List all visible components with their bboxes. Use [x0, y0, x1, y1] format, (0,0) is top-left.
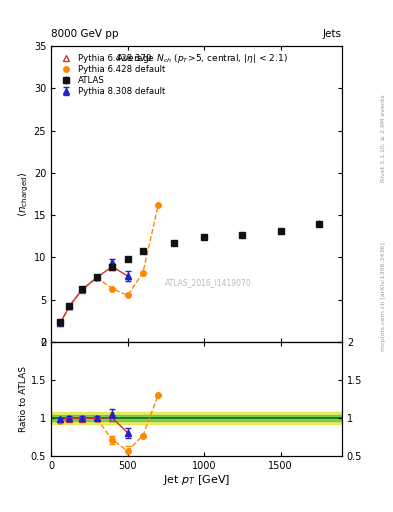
Legend: Pythia 6.428 370, Pythia 6.428 default, ATLAS, Pythia 8.308 default: Pythia 6.428 370, Pythia 6.428 default, … [57, 52, 167, 98]
Text: Rivet 3.1.10, ≥ 2.9M events: Rivet 3.1.10, ≥ 2.9M events [381, 94, 386, 182]
X-axis label: Jet $p_T$ [GeV]: Jet $p_T$ [GeV] [163, 473, 230, 487]
Pythia 6.428 default [95, 274, 99, 281]
Pythia 6.428 370 [95, 274, 99, 280]
Pythia 6.428 default [141, 269, 145, 275]
Text: Average $N_{ch}$ ($p_T\!>\!5$, central, $|\eta|$ < 2.1): Average $N_{ch}$ ($p_T\!>\!5$, central, … [116, 52, 288, 65]
Pythia 6.428 default [125, 292, 130, 298]
Pythia 6.428 default [156, 202, 161, 208]
Line: Pythia 6.428 370: Pythia 6.428 370 [57, 263, 131, 326]
Bar [51, 415, 342, 421]
Pythia 6.428 370 [79, 287, 84, 293]
Pythia 6.428 370 [125, 273, 130, 279]
Pythia 6.428 default [67, 303, 72, 309]
Bar [51, 412, 342, 424]
Y-axis label: Ratio to ATLAS: Ratio to ATLAS [19, 366, 28, 432]
Line: Pythia 6.428 default: Pythia 6.428 default [57, 202, 161, 326]
Pythia 6.428 370 [58, 320, 62, 326]
Pythia 6.428 default [79, 287, 84, 293]
Pythia 6.428 370 [110, 264, 115, 270]
Text: 8000 GeV pp: 8000 GeV pp [51, 29, 119, 39]
Pythia 6.428 370 [67, 303, 72, 309]
Text: ATLAS_2016_I1419070: ATLAS_2016_I1419070 [165, 278, 252, 287]
Y-axis label: $\langle n_\mathrm{charged} \rangle$: $\langle n_\mathrm{charged} \rangle$ [17, 171, 31, 217]
Pythia 6.428 default [58, 320, 62, 326]
Pythia 6.428 default [110, 286, 115, 292]
Text: mcplots.cern.ch [arXiv:1306.3436]: mcplots.cern.ch [arXiv:1306.3436] [381, 243, 386, 351]
Text: Jets: Jets [323, 29, 342, 39]
